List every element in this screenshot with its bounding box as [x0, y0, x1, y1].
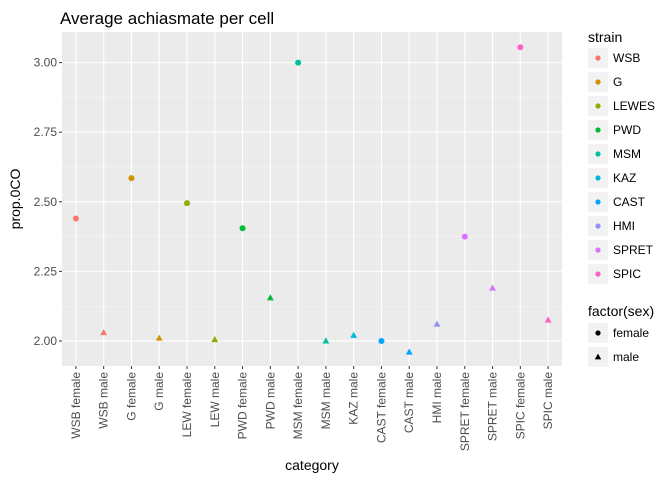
legend-key-male: [594, 353, 602, 360]
data-point-female: [378, 337, 385, 344]
x-tick-label: SPIC female: [513, 372, 527, 440]
data-point-female: [517, 44, 524, 51]
data-point-female: [239, 225, 246, 232]
x-tick-label: CAST female: [374, 372, 388, 443]
legend-strain-title: strain: [588, 29, 622, 45]
legend-label-hmi: HMI: [613, 219, 635, 233]
legend-key-wsb: [595, 55, 601, 61]
legend-sex-title: factor(sex): [588, 303, 654, 319]
legend-label-male: male: [613, 350, 639, 364]
legend-sex: factor(sex) female male: [588, 303, 654, 367]
data-point-male: [322, 337, 330, 344]
legend-label-cast: CAST: [613, 195, 646, 209]
y-tick-label: 2.00: [34, 334, 58, 348]
grid-lines: [62, 32, 562, 366]
data-point-male: [405, 348, 413, 355]
x-tick-label: PWD female: [236, 372, 250, 440]
chart-title: Average achiasmate per cell: [60, 9, 274, 28]
legend-label-g: G: [613, 75, 622, 89]
legend-key-spic: [595, 271, 601, 277]
x-tick-label: PWD male: [263, 372, 277, 430]
legend-key-pwd: [595, 127, 601, 133]
data-point-male: [100, 329, 108, 336]
data-point-male: [211, 335, 219, 343]
data-point-male: [489, 284, 496, 291]
legend-key-g: [595, 79, 601, 85]
y-tick-label: 2.75: [34, 125, 58, 139]
x-tick-label: G male: [152, 372, 166, 411]
x-axis-ticks: WSB female WSB male G female G male LEW fema…: [69, 366, 555, 451]
data-point-male: [266, 294, 274, 301]
x-tick-label: G female: [124, 372, 138, 421]
data-point-male: [155, 334, 163, 341]
legend-label-wsb: WSB: [613, 51, 640, 65]
x-tick-label: SPIC male: [541, 372, 555, 430]
x-tick-label: WSB male: [97, 372, 111, 429]
x-axis-label: category: [285, 457, 339, 473]
legend-label-spic: SPIC: [613, 267, 641, 281]
data-points: [72, 44, 552, 355]
legend-key-hmi: [595, 223, 601, 229]
x-tick-label: CAST male: [402, 372, 416, 433]
y-axis-ticks: 2.00 2.25 2.50 2.75 3.00: [34, 56, 62, 348]
x-tick-label: MSM female: [291, 372, 305, 440]
x-tick-label: HMI male: [430, 372, 444, 424]
legend-label-lewes: LEWES: [613, 99, 655, 113]
y-tick-label: 3.00: [34, 56, 58, 70]
data-point-female: [72, 215, 79, 222]
legend-key-lewes: [595, 103, 601, 109]
data-point-male: [433, 320, 441, 327]
y-tick-label: 2.50: [34, 195, 58, 209]
x-tick-label: MSM male: [319, 372, 333, 430]
data-point-male: [350, 331, 358, 338]
legend-key-spret: [595, 247, 601, 253]
legend-label-spret: SPRET: [613, 243, 654, 257]
y-tick-label: 2.25: [34, 264, 58, 278]
legend-label-kaz: KAZ: [613, 171, 636, 185]
x-tick-label: KAZ male: [347, 372, 361, 425]
legend-label-msm: MSM: [613, 147, 641, 161]
legend-key-msm: [595, 151, 601, 157]
data-point-female: [128, 175, 135, 182]
x-tick-label: SPRET female: [458, 372, 472, 451]
legend-key-female: [595, 330, 601, 336]
legend-label-female: female: [613, 326, 649, 340]
x-tick-label: SPRET male: [486, 372, 500, 441]
data-point-female: [184, 200, 190, 207]
legend-key-kaz: [595, 175, 601, 181]
x-tick-label: WSB female: [69, 372, 83, 439]
plot-panel: [62, 32, 562, 366]
legend-label-pwd: PWD: [613, 123, 641, 137]
data-point-female: [295, 59, 302, 66]
legend-strain: strain WSB G LEWES PWD MSM KAZ CAST HMI SPRET SPI…: [588, 29, 655, 284]
y-axis-label: prop.0CO: [7, 169, 23, 230]
data-point-male: [544, 316, 552, 323]
x-tick-label: LEW male: [208, 372, 222, 428]
data-point-female: [461, 233, 468, 240]
legend-key-cast: [595, 199, 601, 205]
x-tick-label: LEW female: [180, 372, 194, 438]
